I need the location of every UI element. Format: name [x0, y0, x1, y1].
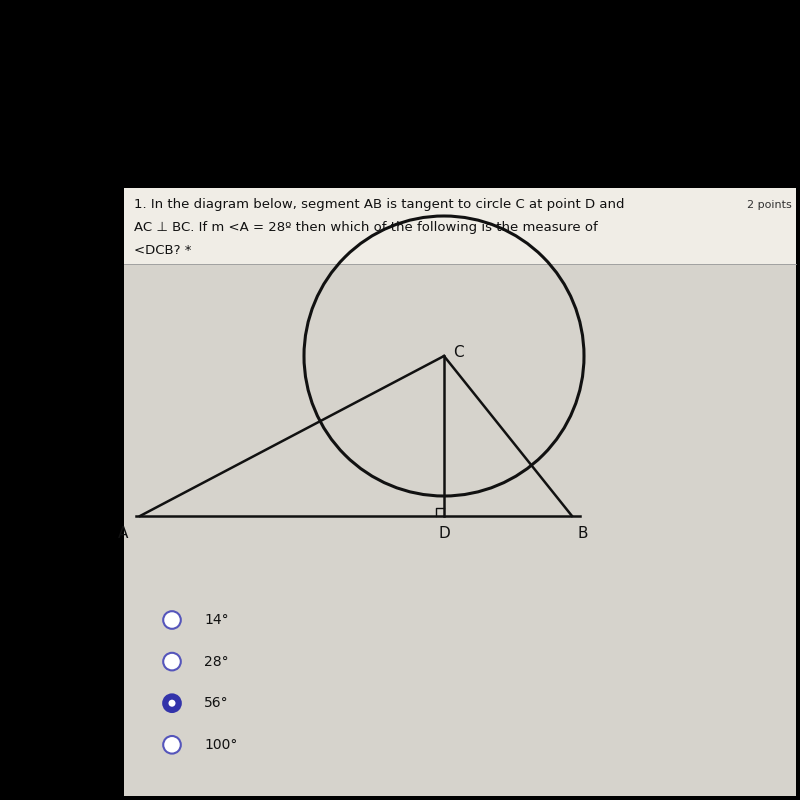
Circle shape: [169, 700, 175, 706]
Text: A: A: [118, 526, 128, 541]
Text: 56°: 56°: [204, 696, 229, 710]
Text: D: D: [438, 526, 450, 541]
Text: 2 points: 2 points: [747, 200, 792, 210]
Text: 100°: 100°: [204, 738, 238, 752]
Text: 1. In the diagram below, segment AB is tangent to circle C at point D and: 1. In the diagram below, segment AB is t…: [134, 198, 624, 211]
Circle shape: [163, 736, 181, 754]
Text: AC ⊥ BC. If m <A = 28º then which of the following is the measure of: AC ⊥ BC. If m <A = 28º then which of the…: [134, 221, 598, 234]
Circle shape: [163, 694, 181, 712]
Bar: [124, 188, 796, 796]
Text: C: C: [454, 345, 464, 360]
Circle shape: [163, 611, 181, 629]
Text: 14°: 14°: [204, 613, 229, 627]
Bar: [124, 188, 796, 264]
Text: 28°: 28°: [204, 654, 229, 669]
Text: B: B: [578, 526, 589, 541]
Circle shape: [163, 653, 181, 670]
Text: <DCB? *: <DCB? *: [134, 244, 191, 257]
